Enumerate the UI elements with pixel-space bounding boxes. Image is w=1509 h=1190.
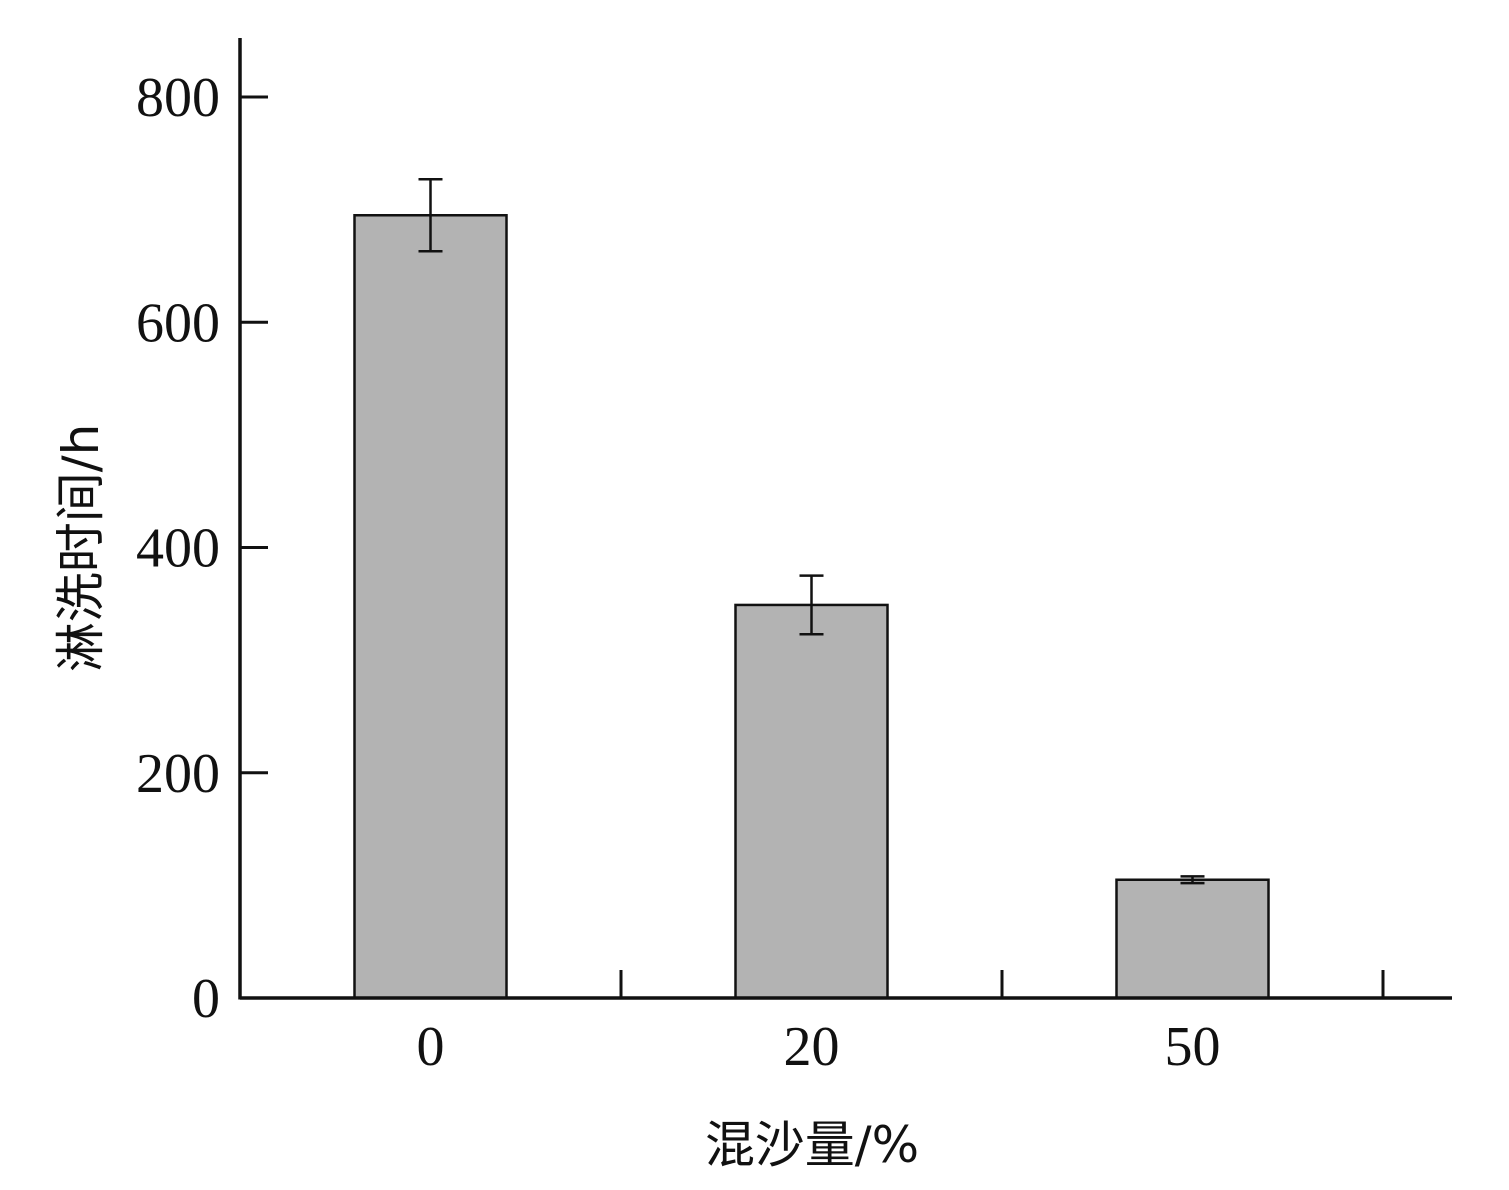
y-tick-labels-group: 0 200 400 600 800 bbox=[136, 67, 220, 1030]
bar-0 bbox=[353, 214, 508, 1000]
y-tick-label-600: 600 bbox=[136, 292, 220, 354]
axes-group bbox=[238, 38, 1452, 1000]
x-tick-labels-group: 0 20 50 bbox=[417, 1016, 1221, 1078]
y-tick-label-0: 0 bbox=[192, 968, 220, 1030]
x-tick-label-50: 50 bbox=[1165, 1016, 1221, 1078]
y-tick-label-400: 400 bbox=[136, 518, 220, 580]
y-tick-label-800: 800 bbox=[136, 67, 220, 129]
bar-50 bbox=[1115, 878, 1270, 1000]
y-tick-label-200: 200 bbox=[136, 743, 220, 805]
x-axis-title: 混沙量/% bbox=[705, 1116, 919, 1174]
y-axis-title: 淋洗时间/h bbox=[52, 424, 110, 673]
x-tick-label-20: 20 bbox=[784, 1016, 840, 1078]
bar-20 bbox=[734, 603, 889, 1000]
error-bars-group bbox=[418, 177, 1205, 885]
x-tick-label-0: 0 bbox=[417, 1016, 445, 1078]
